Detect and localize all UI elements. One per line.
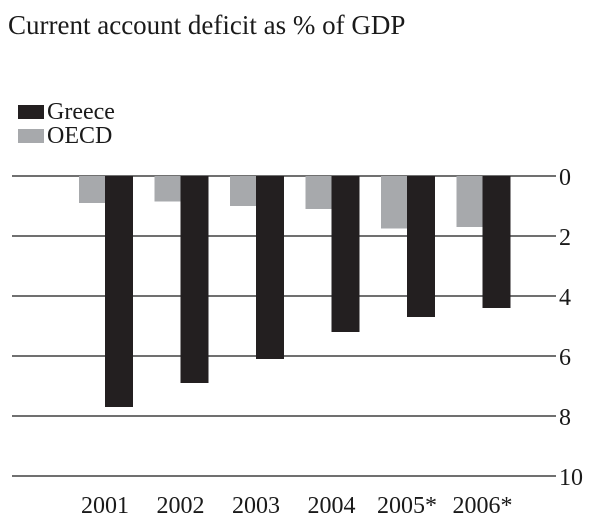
x-tick-label-2002: 2002 bbox=[157, 493, 205, 519]
legend-item-oecd: OECD bbox=[18, 124, 115, 148]
x-tick-label-2005: 2005* bbox=[377, 493, 437, 519]
bar-oecd-2001 bbox=[79, 176, 105, 203]
bar-greece-2003 bbox=[256, 176, 284, 359]
legend-item-greece: Greece bbox=[18, 100, 115, 124]
legend-label-oecd: OECD bbox=[47, 123, 113, 149]
x-tick-label-2001: 2001 bbox=[81, 493, 129, 519]
legend: Greece OECD bbox=[18, 100, 115, 148]
bar-greece-2005 bbox=[407, 176, 435, 317]
x-tick-label-2003: 2003 bbox=[232, 493, 280, 519]
bar-greece-2001 bbox=[105, 176, 133, 407]
legend-label-greece: Greece bbox=[47, 99, 115, 125]
bar-oecd-2006 bbox=[456, 176, 483, 227]
y-tick-label-6: 6 bbox=[559, 345, 571, 371]
y-tick-label-2: 2 bbox=[559, 225, 571, 251]
x-tick-label-2004: 2004 bbox=[308, 493, 356, 519]
y-tick-label-8: 8 bbox=[559, 405, 571, 431]
legend-swatch-oecd bbox=[18, 129, 44, 143]
bar-oecd-2002 bbox=[154, 176, 181, 202]
chart-title: Current account deficit as % of GDP bbox=[8, 10, 406, 40]
bar-greece-2006 bbox=[482, 176, 511, 308]
y-tick-label-4: 4 bbox=[559, 285, 571, 311]
y-tick-label-10: 10 bbox=[559, 465, 583, 491]
bar-greece-2004 bbox=[331, 176, 360, 332]
legend-swatch-greece bbox=[18, 105, 44, 119]
bar-greece-2002 bbox=[180, 176, 209, 383]
bar-oecd-2004 bbox=[305, 176, 332, 209]
y-tick-label-0: 0 bbox=[559, 165, 571, 191]
bar-oecd-2003 bbox=[230, 176, 256, 206]
bar-oecd-2005 bbox=[381, 176, 407, 229]
x-tick-label-2006: 2006* bbox=[453, 493, 513, 519]
